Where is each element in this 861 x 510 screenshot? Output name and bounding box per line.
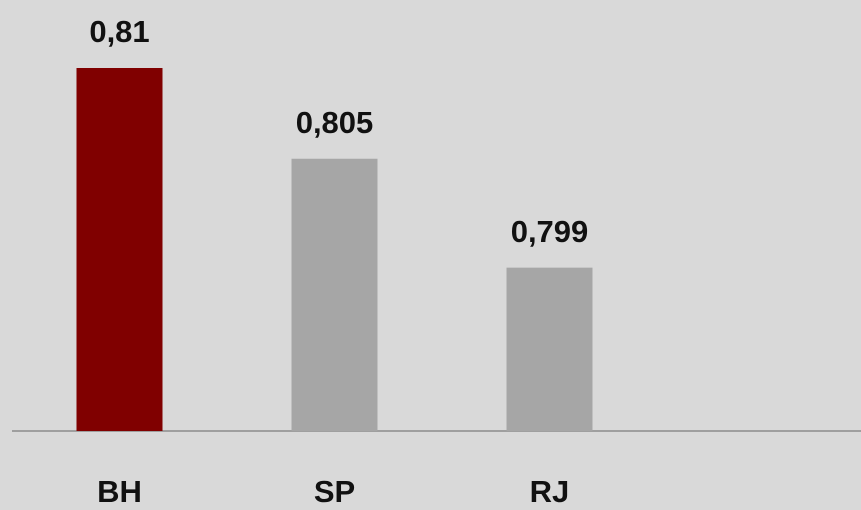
bar bbox=[76, 68, 163, 431]
x-tick-label: RJ bbox=[530, 474, 570, 509]
x-tick-label: BH bbox=[97, 474, 142, 509]
data-label: 0,799 bbox=[511, 214, 589, 249]
bar bbox=[291, 158, 378, 431]
bar bbox=[506, 267, 593, 431]
data-label: 0,81 bbox=[89, 14, 149, 49]
x-tick-label: SP bbox=[314, 474, 355, 509]
data-label: 0,805 bbox=[296, 105, 374, 140]
